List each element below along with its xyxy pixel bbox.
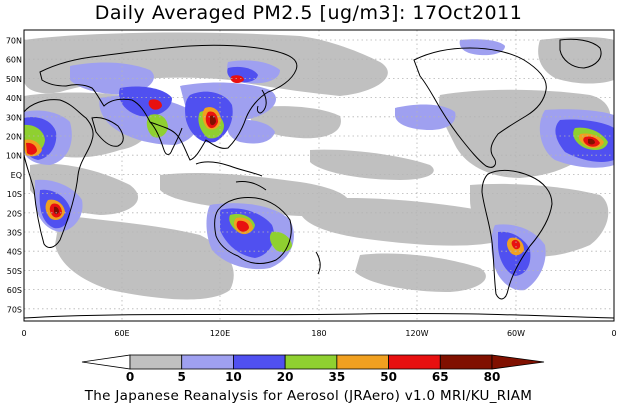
lat-label: 40S <box>7 248 22 257</box>
colorbar-tick-label: 65 <box>432 370 449 384</box>
pm25-contour-level-1 <box>538 37 614 84</box>
lon-label: 0 <box>611 329 616 338</box>
colorbar-tick-label: 50 <box>380 370 397 384</box>
lon-label: 180 <box>311 329 326 338</box>
lat-label: 60S <box>7 286 22 295</box>
colorbar-box <box>439 354 493 370</box>
colorbar: 0 5 10 20 35 50 65 80 <box>81 354 545 384</box>
coastline <box>481 169 553 300</box>
latitude-labels: 70N 60N 50N 40N 30N 20N 10N EQ 10S 20S 30S 40S 50S 60… <box>6 37 22 315</box>
lat-label: 30N <box>6 113 22 122</box>
map-title: Daily Averaged PM2.5 [ug/m3]: 17Oct2011 <box>94 2 523 24</box>
lat-label: 60N <box>6 56 22 65</box>
lat-label: 20S <box>7 209 22 218</box>
colorbar-tick-label: 20 <box>277 370 294 384</box>
pm25-contour-level-2 <box>395 104 456 130</box>
colorbar-box <box>388 354 441 370</box>
pm25-contour-level-6 <box>26 142 37 155</box>
pm25-contour-level-6 <box>230 75 244 84</box>
colorbar-max-triangle <box>491 354 545 370</box>
pm25-contour-level-1 <box>310 149 434 180</box>
coastline <box>257 89 267 114</box>
footer-credit: The Japanese Reanalysis for Aerosol (JRA… <box>84 388 533 404</box>
lon-label: 120E <box>210 329 230 338</box>
colorbar-box <box>129 354 183 370</box>
pm25-contour-level-7 <box>54 206 59 215</box>
colorbar-box <box>336 354 389 370</box>
lat-label: 30S <box>7 229 22 238</box>
coastline <box>235 181 267 191</box>
map-gridlines <box>24 30 614 321</box>
longitude-labels: 0 60E 120E 180 120W 60W 0 <box>21 329 616 338</box>
coastlines <box>24 38 614 319</box>
colorbar-box <box>181 354 234 370</box>
colorbar-tick-label: 5 <box>178 370 186 384</box>
pm25-contour-level-6 <box>511 239 521 250</box>
colorbar-min-triangle <box>81 354 131 370</box>
pm25-contour-level-2 <box>459 39 505 56</box>
coastline <box>315 251 321 275</box>
coastline <box>413 47 547 168</box>
colorbar-box <box>284 354 338 370</box>
lat-label: 40N <box>6 94 22 103</box>
colorbar-tick-label: 0 <box>126 370 134 384</box>
lat-label: 50N <box>6 75 22 84</box>
pm25-contour-level-1 <box>355 253 486 292</box>
colorbar-box <box>233 354 286 370</box>
lat-label: 50S <box>7 267 22 276</box>
pm25-contour-level-2 <box>227 119 275 144</box>
pm25-contour-level-7 <box>210 115 216 126</box>
lat-label: 20N <box>6 133 22 142</box>
coastline <box>195 161 263 177</box>
pm25-contour-level-1 <box>299 198 512 246</box>
coastline <box>24 99 94 248</box>
lon-label: 60W <box>507 329 525 338</box>
coastline <box>39 44 298 161</box>
coastline <box>24 312 614 319</box>
pm25-contour-level-6 <box>236 220 249 232</box>
lon-label: 60E <box>114 329 129 338</box>
coastline <box>214 197 292 264</box>
pm25-contour-level-2 <box>70 62 154 95</box>
lat-label: 10S <box>7 190 22 199</box>
coastline <box>91 117 124 147</box>
colorbar-tick-label: 35 <box>329 370 346 384</box>
lon-label: 120W <box>405 329 428 338</box>
lat-label: EQ <box>11 171 22 180</box>
lat-label: 70N <box>6 37 22 46</box>
coastline <box>149 121 183 155</box>
colorbar-tick-label: 10 <box>225 370 242 384</box>
coastline <box>559 38 602 69</box>
pm25-contour-level-4 <box>269 231 292 253</box>
pm25-concentration-field <box>24 32 614 300</box>
pm25-contour-level-1 <box>55 215 234 300</box>
colorbar-tick-label: 80 <box>484 370 501 384</box>
pm25-contour-level-4 <box>146 114 168 138</box>
lat-label: 10N <box>6 152 22 161</box>
pm25-contour-level-7 <box>588 138 595 145</box>
lon-label: 0 <box>21 329 26 338</box>
lat-label: 70S <box>7 305 22 314</box>
pm25-contour-level-6 <box>148 99 162 110</box>
